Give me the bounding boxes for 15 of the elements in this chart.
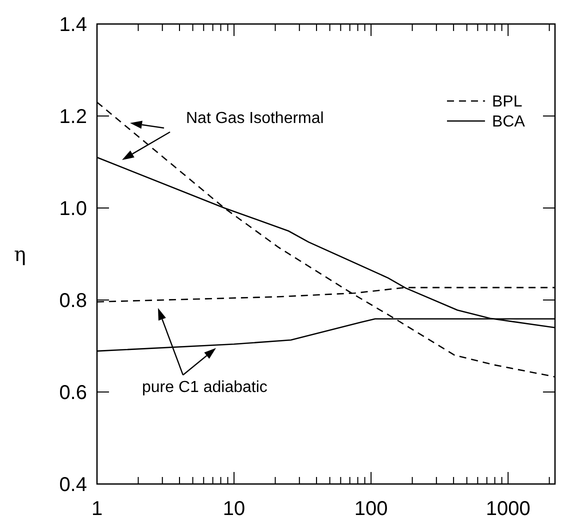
y-tick-label: 1.0 <box>59 198 87 220</box>
y-axis-title: η <box>14 242 26 266</box>
y-tick-label: 1.4 <box>59 14 87 36</box>
y-tick-label: 1.2 <box>59 106 87 128</box>
x-tick-label: 10 <box>222 498 246 520</box>
legend-label: BPL <box>492 94 522 111</box>
legend-label: BCA <box>492 114 526 131</box>
annotation: Nat Gas Isothermal <box>186 110 324 127</box>
y-tick-label: 0.8 <box>59 290 87 312</box>
x-tick-label: 100 <box>354 498 388 520</box>
x-tick-label: 1 <box>91 498 103 520</box>
x-tick-label: 1000 <box>486 498 530 520</box>
y-tick-label: 0.4 <box>59 474 87 496</box>
y-tick-label: 0.6 <box>59 382 87 404</box>
annotation: pure C1 adiabatic <box>142 379 268 396</box>
